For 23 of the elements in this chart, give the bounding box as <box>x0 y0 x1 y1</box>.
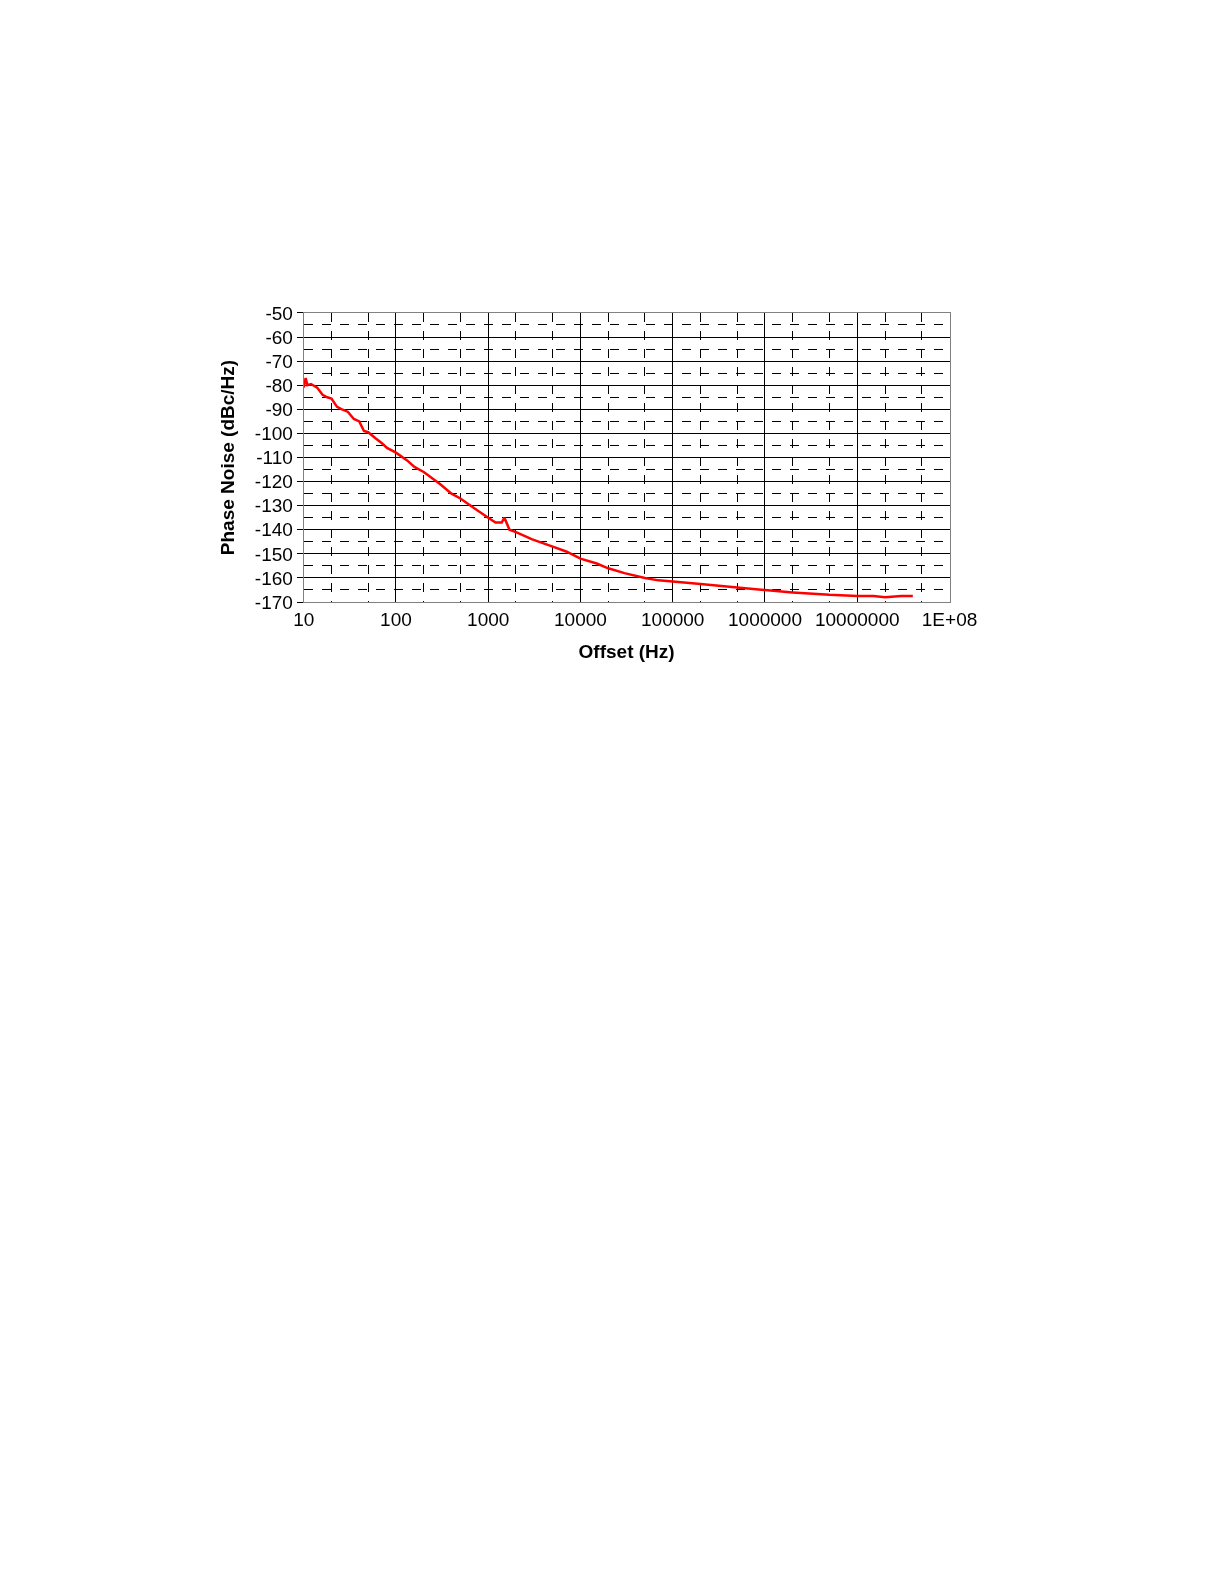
x-tick-label: 100 <box>380 608 412 630</box>
x-tick-label: 1000000 <box>728 608 802 630</box>
y-tick-label: -110 <box>256 447 293 469</box>
y-tick-label: -160 <box>254 567 293 589</box>
y-tick-label: -50 <box>265 302 293 324</box>
x-tick-label: 1E+08 <box>921 608 978 630</box>
y-tick-label: -130 <box>254 495 293 517</box>
x-tick-label: 10 <box>293 608 315 630</box>
y-tick-label: -100 <box>254 423 293 445</box>
y-tick-label: -150 <box>254 543 293 565</box>
y-tick-label: -80 <box>265 374 293 396</box>
x-axis-title: Offset (Hz) <box>578 640 675 662</box>
y-tick-label: -90 <box>265 398 293 420</box>
x-tick-label: 100000 <box>641 608 705 630</box>
y-tick-label: -60 <box>265 326 293 348</box>
y-tick-label: -170 <box>254 591 293 613</box>
x-tick-label: 10000 <box>554 608 607 630</box>
y-tick-label: -140 <box>254 519 293 541</box>
y-tick-label: -120 <box>254 471 293 493</box>
y-axis-title: Phase Noise (dBc/Hz) <box>216 359 238 556</box>
x-tick-label: 1000 <box>467 608 510 630</box>
y-tick-label: -70 <box>265 350 293 372</box>
x-tick-label: 10000000 <box>814 608 900 630</box>
